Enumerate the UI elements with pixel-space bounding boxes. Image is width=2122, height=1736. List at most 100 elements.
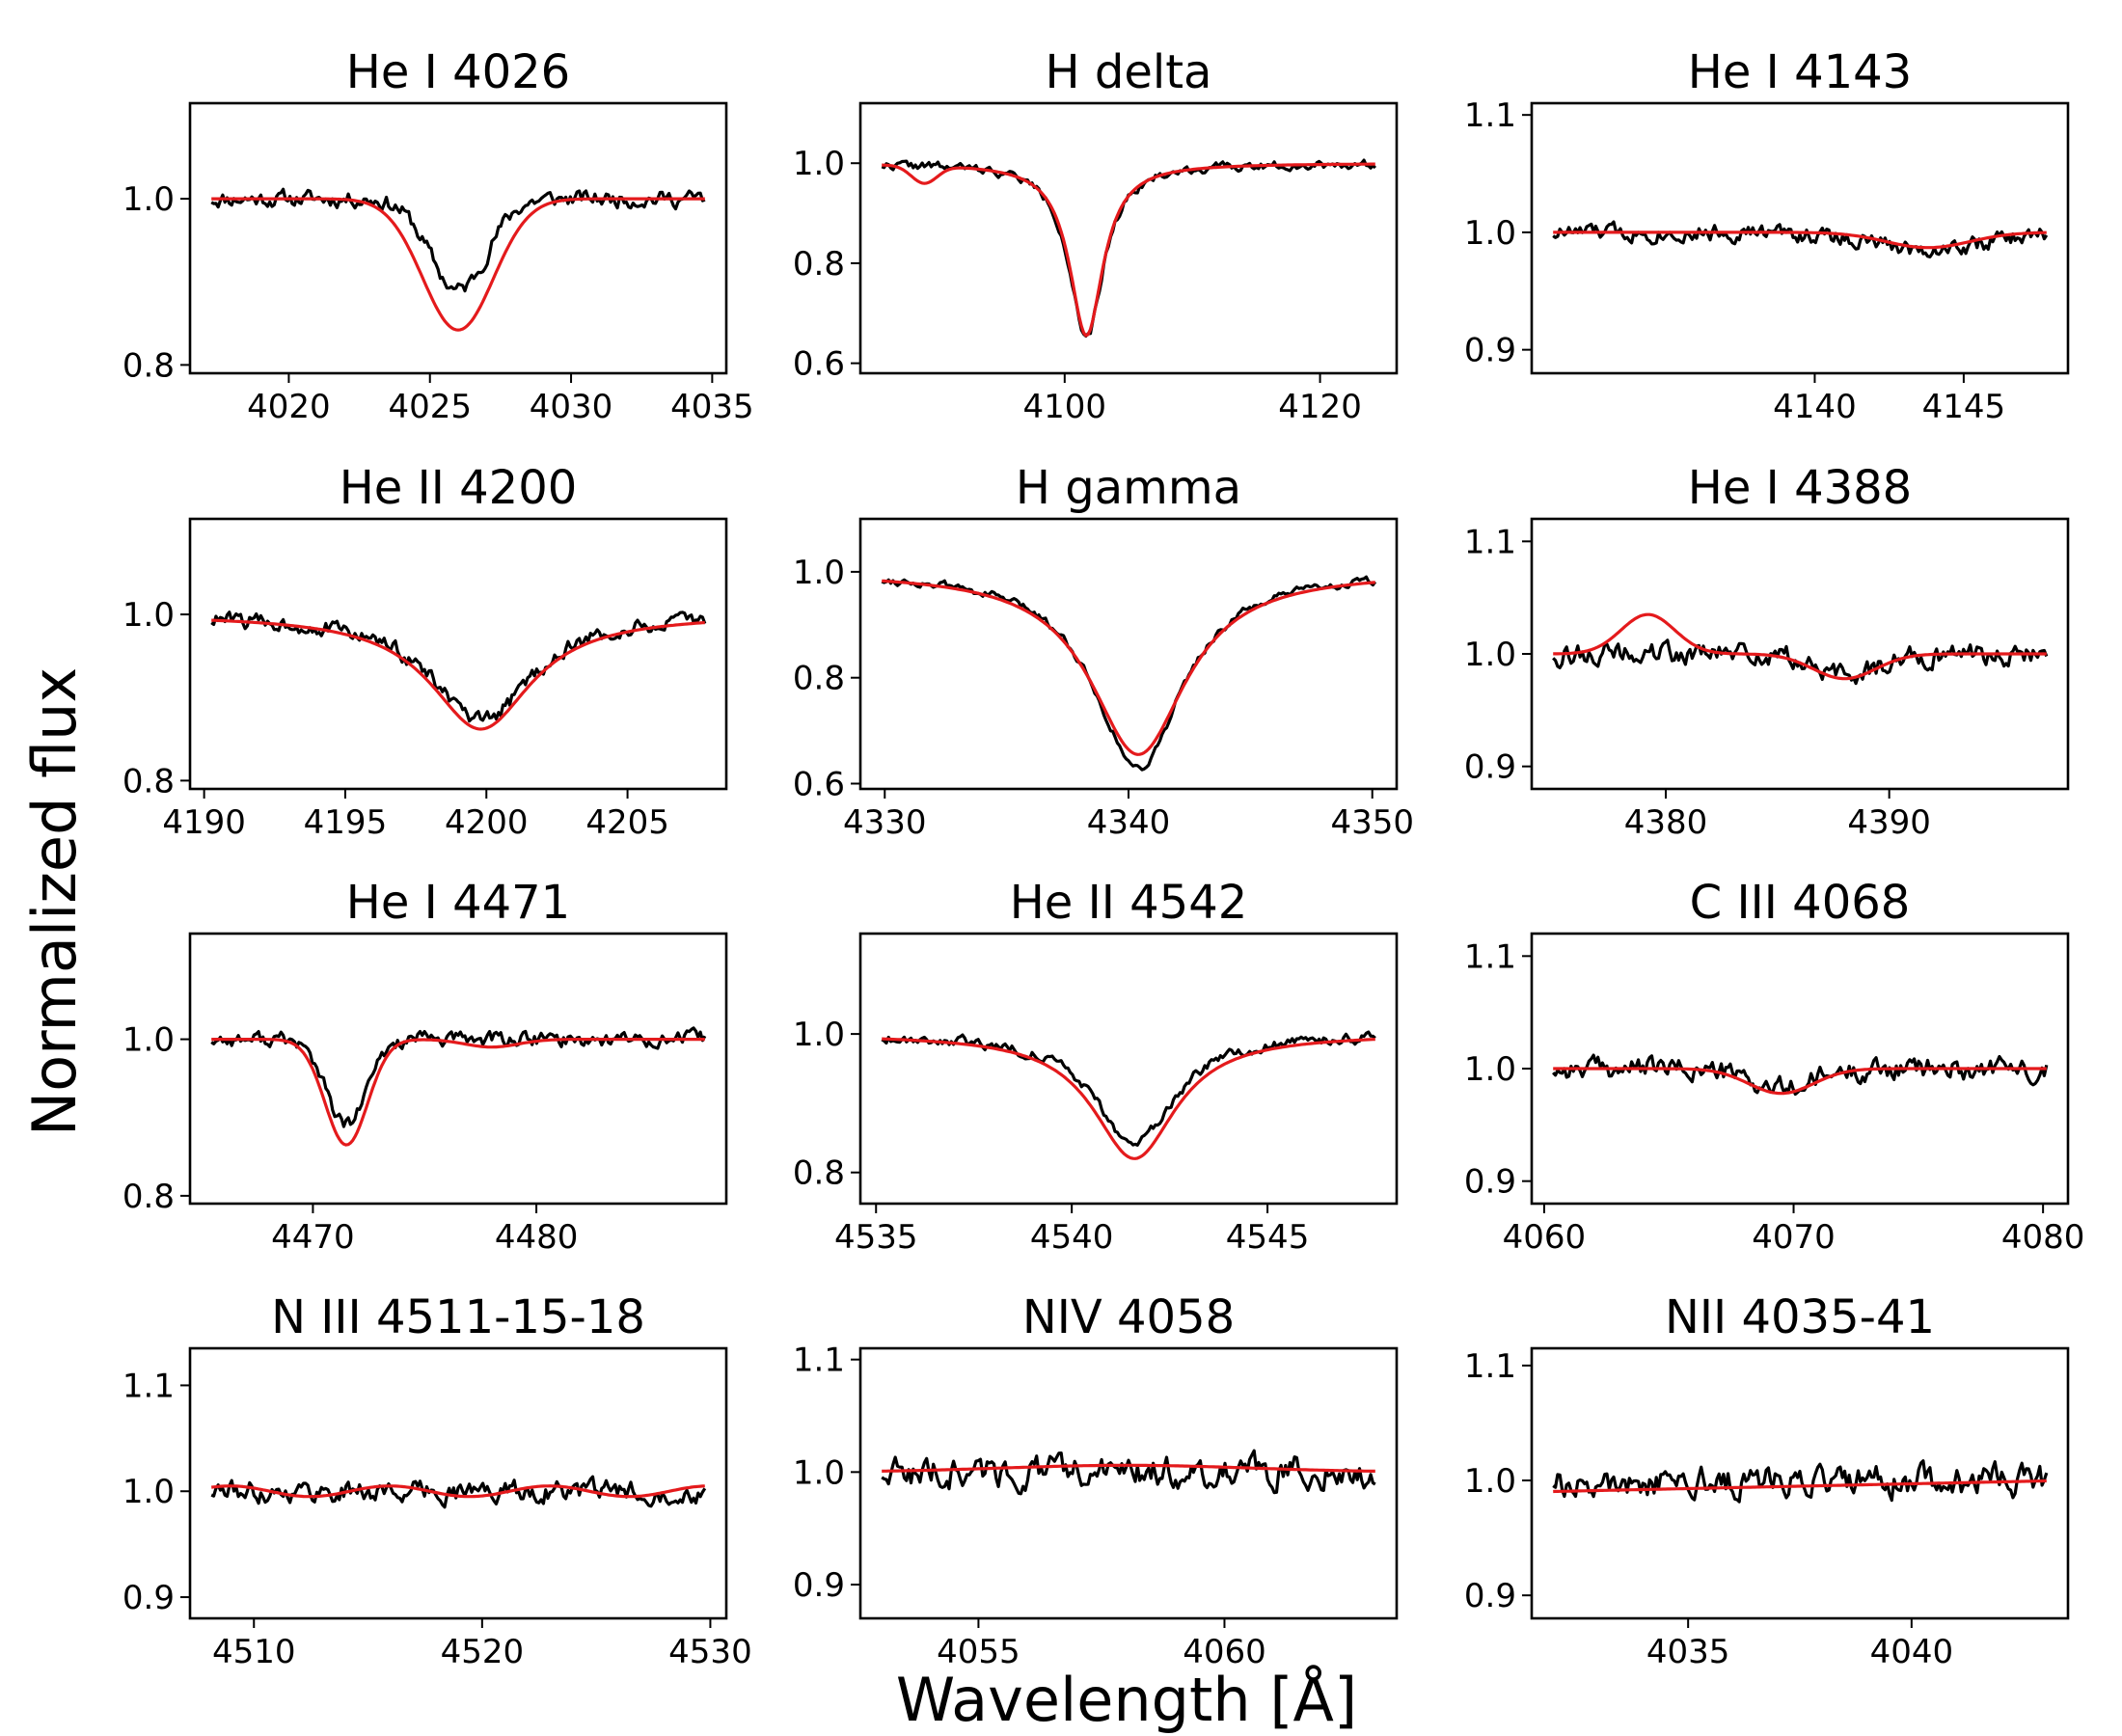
panel-title: H gamma (1016, 461, 1241, 515)
x-tick-label: 4060 (1503, 1218, 1587, 1257)
x-tick-label: 4195 (304, 803, 388, 842)
x-tick-label: 4080 (2001, 1218, 2085, 1257)
panel-lines (1552, 612, 2049, 686)
x-tick-label: 4055 (937, 1633, 1020, 1671)
panel-frame (1530, 1346, 2070, 1620)
x-tick-label: 4030 (530, 388, 613, 426)
x-tick-label: 4540 (1030, 1218, 1114, 1257)
y-tick-label: 1.0 (1464, 1050, 1516, 1089)
x-tick-label: 4510 (212, 1633, 296, 1671)
y-tick-label: 0.9 (1464, 1577, 1516, 1615)
model-spectrum-line (1553, 1478, 2047, 1494)
observed-spectrum-line (210, 610, 707, 723)
x-tick-label: 4330 (843, 803, 927, 842)
panel-lines (1552, 1053, 2049, 1097)
y-tick-label: 1.0 (122, 1473, 175, 1511)
y-tick-label: 0.9 (1464, 748, 1516, 787)
observed-spectrum-line (210, 1026, 707, 1128)
x-tick-label: 4480 (495, 1218, 579, 1257)
model-spectrum-line (211, 1038, 705, 1147)
model-spectrum-line (1553, 1067, 2047, 1096)
panel-title: N III 4511-15-18 (271, 1290, 645, 1344)
panel-he-i-4471: He I 4471 4470 4480 0.8 1.0 (122, 876, 728, 1257)
x-tick-label: 4145 (1922, 388, 2006, 426)
y-tick-label: 1.0 (122, 180, 175, 219)
panel-title: He II 4200 (340, 461, 578, 515)
y-tick-label: 0.8 (793, 245, 845, 284)
panel-title: He I 4388 (1688, 461, 1912, 515)
panel-title: NII 4035-41 (1665, 1290, 1935, 1344)
model-spectrum-line (882, 1037, 1375, 1160)
panel-lines (881, 1030, 1376, 1160)
panel-grid: He I 4026 4020 4025 4030 4035 0.8 1.0 H delta 41… (122, 45, 2084, 1671)
observed-spectrum-line (881, 1449, 1376, 1496)
observed-spectrum-line (210, 187, 706, 293)
figure-ylabel: Normalized flux (19, 667, 90, 1136)
y-tick-label: 0.9 (122, 1579, 175, 1617)
y-tick-label: 1.0 (122, 596, 175, 635)
x-tick-label: 4530 (668, 1633, 752, 1671)
panel-frame (188, 1346, 728, 1620)
x-tick-label: 4190 (162, 803, 246, 842)
panel-he-i-4143: He I 4143 4140 4145 0.9 1.0 1.1 (1464, 45, 2070, 426)
panel-title: He I 4026 (346, 45, 570, 99)
panel-lines (210, 187, 706, 332)
panel-lines (210, 1475, 707, 1509)
x-tick-label: 4035 (670, 388, 754, 426)
observed-spectrum-line (881, 158, 1376, 339)
panel-lines (1552, 1459, 2049, 1504)
panel-title: NIV 4058 (1022, 1290, 1235, 1344)
figure-xlabel: Wavelength [Å] (896, 1665, 1357, 1735)
y-tick-label: 1.0 (1464, 214, 1516, 253)
x-tick-label: 4200 (445, 803, 529, 842)
x-tick-label: 4390 (1847, 803, 1931, 842)
observed-spectrum-line (881, 575, 1377, 772)
x-tick-label: 4470 (271, 1218, 355, 1257)
panel-title: C III 4068 (1690, 876, 1911, 930)
panel-title: He II 4542 (1010, 876, 1248, 930)
panel-lines (210, 610, 707, 731)
y-tick-label: 1.0 (122, 1021, 175, 1060)
x-tick-label: 4120 (1278, 388, 1362, 426)
y-tick-label: 0.9 (1464, 1163, 1516, 1202)
x-tick-label: 4205 (585, 803, 669, 842)
panel-lines (881, 1449, 1376, 1496)
panel-lines (1552, 220, 2049, 258)
y-tick-label: 0.8 (122, 346, 175, 385)
x-tick-label: 4040 (1870, 1633, 1954, 1671)
y-tick-label: 1.0 (793, 1453, 845, 1492)
panel-lines (881, 575, 1377, 772)
y-tick-label: 0.8 (793, 1154, 845, 1193)
model-spectrum-line (882, 579, 1375, 756)
y-tick-label: 0.8 (122, 1178, 175, 1216)
observed-spectrum-line (1552, 220, 2049, 258)
panel-lines (881, 158, 1376, 339)
observed-spectrum-line (881, 1030, 1376, 1147)
panel-frame (858, 932, 1399, 1206)
y-tick-label: 1.1 (122, 1367, 175, 1405)
model-spectrum-line (1553, 231, 2047, 250)
panel-n-iii-4511-15-18: N III 4511-15-18 4510 4520 4530 0.9 1.0 1.1 (122, 1290, 752, 1671)
panel-niv-4058: NIV 4058 4055 4060 0.9 1.0 1.1 (793, 1290, 1399, 1671)
panel-c-iii-4068: C III 4068 4060 4070 4080 0.9 1.0 1.1 (1464, 876, 2084, 1257)
x-tick-label: 4070 (1752, 1218, 1836, 1257)
x-tick-label: 4380 (1624, 803, 1708, 842)
panel-frame (188, 932, 728, 1206)
y-tick-label: 0.6 (793, 766, 845, 804)
panel-frame (1530, 101, 2070, 375)
panel-h-delta: H delta 4100 4120 0.6 0.8 1.0 (793, 45, 1399, 426)
x-tick-label: 4340 (1087, 803, 1171, 842)
observed-spectrum-line (210, 1475, 707, 1509)
y-tick-label: 0.8 (793, 660, 845, 698)
y-tick-label: 1.1 (1464, 96, 1516, 135)
y-tick-label: 1.1 (1464, 1347, 1516, 1386)
y-tick-label: 1.1 (1464, 937, 1516, 976)
y-tick-label: 1.1 (793, 1342, 845, 1380)
x-tick-label: 4025 (388, 388, 472, 426)
panel-nii-4035-41: NII 4035-41 4035 4040 0.9 1.0 1.1 (1464, 1290, 2070, 1671)
model-spectrum-line (211, 1484, 705, 1499)
y-tick-label: 1.1 (1464, 523, 1516, 561)
x-tick-label: 4020 (247, 388, 331, 426)
model-spectrum-line (211, 197, 705, 332)
